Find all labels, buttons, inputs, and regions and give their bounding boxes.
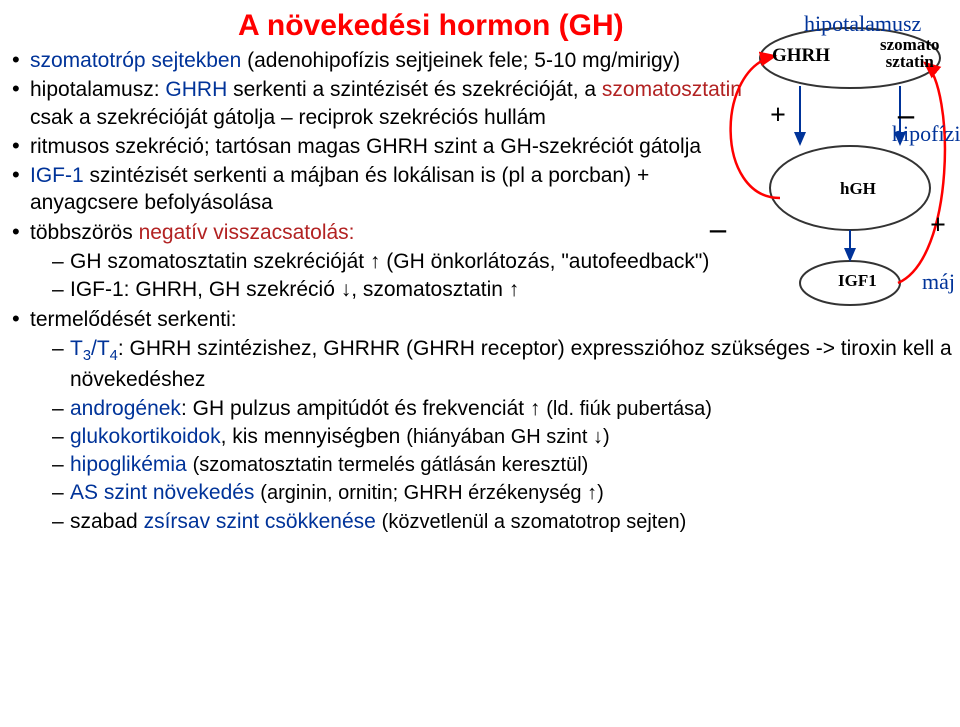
sub-bullet-item: szabad zsírsav szint csökkenése (közvetl… xyxy=(30,508,952,535)
sub-bullet-item: hipoglikémia (szomatosztatin termelés gá… xyxy=(30,451,952,478)
text-segment: IGF-1: GHRH, GH szekréció ↓, szomatoszta… xyxy=(70,278,519,301)
bullet-item: termelődését serkenti: T3/T4: GHRH szinté… xyxy=(8,306,952,535)
bullet-item: IGF-1 szintézisét serkenti a májban és l… xyxy=(8,162,750,217)
sub-bullet-item: glukokortikoidok, kis mennyiségben (hián… xyxy=(30,423,952,450)
text-segment: 3 xyxy=(83,348,91,364)
text-segment: szintézisét serkenti a májban és lokális… xyxy=(30,164,649,214)
text-segment: szabad xyxy=(70,510,144,533)
text-segment: IGF-1 xyxy=(30,164,90,187)
text-segment: GH szomatosztatin szekrécióját ↑ (GH önk… xyxy=(70,250,709,273)
text-segment: , kis mennyiségben xyxy=(221,425,407,448)
text-segment: : GHRH szintézishez, GHRHR (GHRH recepto… xyxy=(70,337,952,391)
sub-list: GH szomatosztatin szekrécióját ↑ (GH önk… xyxy=(30,248,952,304)
text-segment: termelődését serkenti: xyxy=(30,308,237,331)
text-segment: csak a szekrécióját gátolja – reciprok s… xyxy=(30,106,546,129)
text-segment: (arginin, ornitin; GHRH érzékenység ↑) xyxy=(260,482,603,504)
sub-bullet-item: IGF-1: GHRH, GH szekréció ↓, szomatoszta… xyxy=(30,276,952,303)
bullet-item: ritmusos szekréció; tartósan magas GHRH … xyxy=(8,133,750,160)
text-segment: androgének xyxy=(70,397,181,420)
text-segment: szomatosztatin xyxy=(602,78,742,101)
text-segment: többszörös xyxy=(30,221,139,244)
text-segment: hipotalamusz: xyxy=(30,78,165,101)
text-segment: glukokortikoidok xyxy=(70,425,221,448)
text-segment: ritmusos szekréció; tartósan magas GHRH … xyxy=(30,135,701,158)
text-segment: (adenohipofízis sejtjeinek fele; 5-10 mg… xyxy=(247,49,680,72)
text-segment: serkenti a szintézisét és szekrécióját, … xyxy=(233,78,602,101)
text-segment: GHRH xyxy=(165,78,233,101)
bullet-list: szomatotróp sejtekben (adenohipofízis se… xyxy=(8,47,952,535)
text-segment: (közvetlenül a szomatotrop sejten) xyxy=(382,511,687,533)
sub-bullet-item: T3/T4: GHRH szintézishez, GHRHR (GHRH re… xyxy=(30,335,952,394)
sub-bullet-item: GH szomatosztatin szekrécióját ↑ (GH önk… xyxy=(30,248,952,275)
text-segment: (hiányában GH szint ↓) xyxy=(406,426,609,448)
text-segment: (szomatosztatin termelés gátlásán keresz… xyxy=(193,454,589,476)
text-segment: szomatotróp sejtekben xyxy=(30,49,247,72)
text-segment: T xyxy=(70,337,83,360)
text-segment: : GH pulzus ampitúdót és frekvenciát ↑ xyxy=(181,397,546,420)
bullet-item: szomatotróp sejtekben (adenohipofízis se… xyxy=(8,47,750,74)
text-segment: (ld. fiúk pubertása) xyxy=(546,398,712,420)
text-segment: negatív visszacsatolás: xyxy=(139,221,355,244)
text-segment: AS szint növekedés xyxy=(70,481,260,504)
sub-list: T3/T4: GHRH szintézishez, GHRHR (GHRH re… xyxy=(30,335,952,535)
bullet-item: többszörös negatív visszacsatolás: GH szo… xyxy=(8,219,952,304)
text-segment: 4 xyxy=(110,348,118,364)
text-segment: /T xyxy=(91,337,110,360)
text-segment: hipoglikémia xyxy=(70,453,193,476)
sub-bullet-item: androgének: GH pulzus ampitúdót és frekv… xyxy=(30,395,952,422)
sub-bullet-item: AS szint növekedés (arginin, ornitin; GH… xyxy=(30,479,952,506)
bullet-item: hipotalamusz: GHRH serkenti a szintézisé… xyxy=(8,76,750,131)
page-title: A növekedési hormon (GH) xyxy=(238,6,952,45)
text-segment: zsírsav szint csökkenése xyxy=(144,510,382,533)
